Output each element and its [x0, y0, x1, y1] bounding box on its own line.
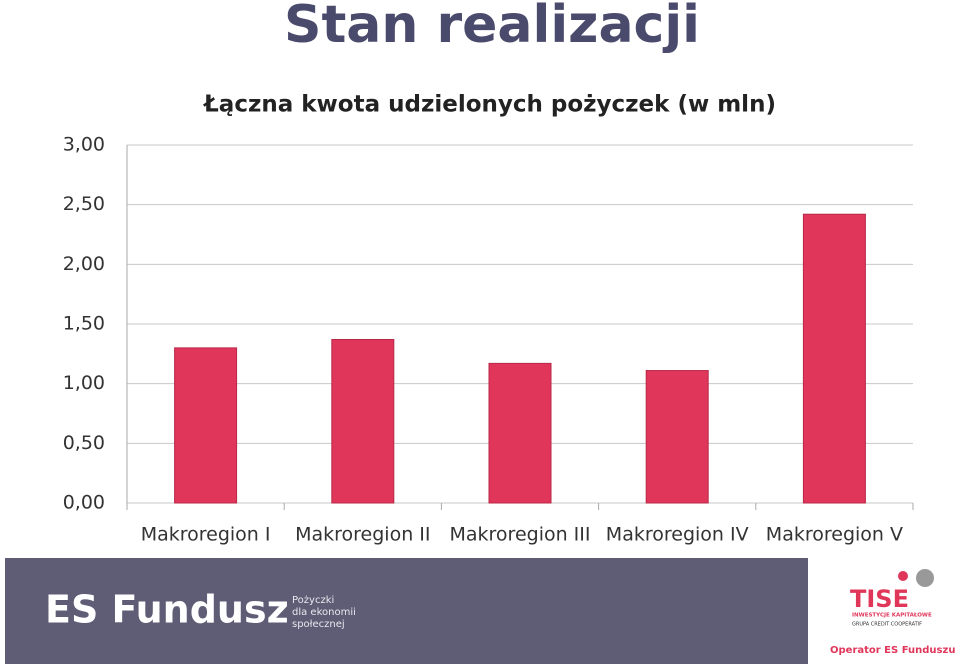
partner-logo: TISE: [850, 585, 909, 613]
y-tick-label: 1,00: [63, 372, 105, 394]
bar: [802, 213, 866, 504]
operator: Operator ES Funduszu: [830, 645, 955, 656]
chart: 0,00 0,50 1,00 1,50 2,00 2,50 3,00 Makroregion …: [63, 134, 914, 546]
bar: [174, 347, 238, 504]
y-tick-label: 1,50: [63, 313, 105, 335]
y-tick-label: 0,50: [63, 432, 105, 454]
y-tick-label: 2,00: [63, 253, 105, 275]
y-tick-label: 0,00: [63, 492, 105, 514]
tagline: Pożyczki: [292, 595, 334, 606]
x-tick-label: Makroregion IV: [606, 524, 749, 546]
x-tick-label: Makroregion I: [141, 524, 271, 546]
slide-title: Stan realizacji: [284, 0, 700, 55]
bar: [488, 362, 552, 504]
logo-icon: [898, 571, 908, 581]
partner-sub: INWESTYCJE KAPITAŁOWE: [852, 613, 932, 619]
x-tick-label: Makroregion III: [450, 524, 591, 546]
logo-icon: [916, 569, 934, 587]
tagline: społecznej: [292, 619, 345, 630]
footer-band: [5, 558, 808, 664]
brand: ES Fundusz: [45, 588, 289, 632]
chart-title: Łączna kwota udzielonych pożyczek (w mln…: [202, 92, 776, 118]
x-tick-label: Makroregion V: [766, 524, 903, 546]
y-tick-label: 3,00: [63, 134, 105, 156]
tagline: dla ekonomii: [292, 607, 356, 618]
partner-sub: GRUPA CREDIT COOPERATIF: [852, 622, 922, 628]
bar: [645, 370, 709, 504]
x-tick-label: Makroregion II: [295, 524, 430, 546]
bar: [331, 339, 395, 504]
y-tick-label: 2,50: [63, 193, 105, 215]
